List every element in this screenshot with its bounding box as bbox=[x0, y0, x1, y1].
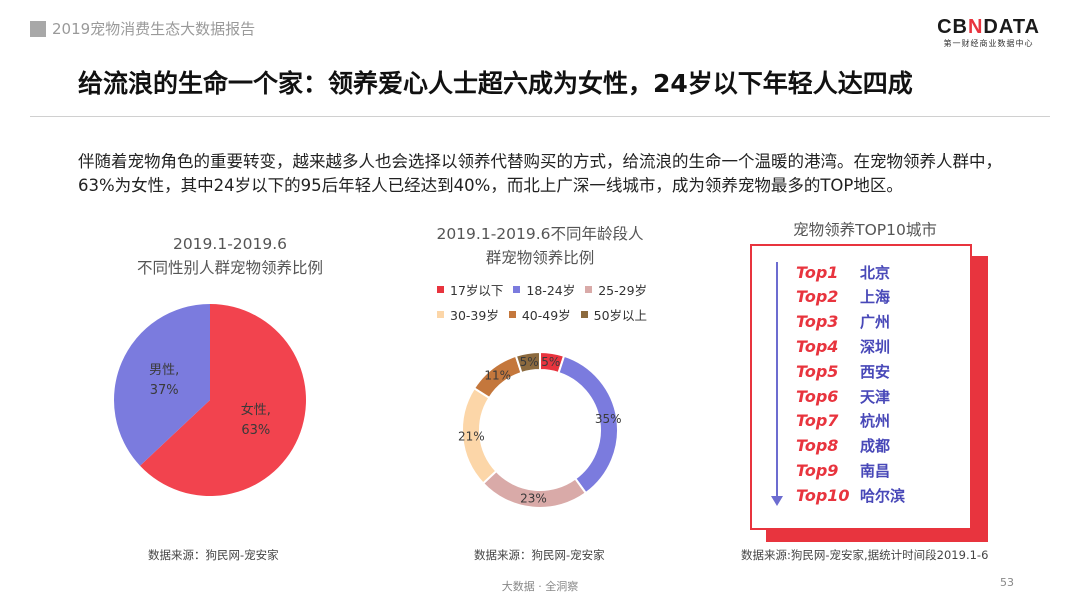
city-rank: Top10 bbox=[796, 485, 850, 505]
legend-label-25-29: 25-29岁 bbox=[598, 283, 648, 298]
donut-slice-over50 bbox=[514, 350, 541, 375]
pie-label-female-value: 63% bbox=[241, 423, 270, 438]
donut-label-30-39: 21% bbox=[458, 429, 485, 443]
city-rank: Top2 bbox=[796, 287, 839, 307]
city-source: 数据来源:狗民网-宠安家,据统计时间段2019.1-6 bbox=[741, 548, 989, 562]
age-source: 数据来源：狗民网-宠安家 bbox=[474, 548, 605, 562]
legend-label-under17: 17岁以下 bbox=[450, 283, 504, 298]
gender-chart-title: 2019.1-2019.6 不同性别人群宠物领养比例 bbox=[100, 232, 360, 280]
cbndata-logo: CBNDATA 第一财经商业数据中心 bbox=[937, 16, 1040, 49]
legend-item-over50: 50岁以上 bbox=[580, 305, 648, 324]
logo-main: CBNDATA bbox=[937, 16, 1040, 38]
gender-pie-chart: 女性, 63% 男性, 37% bbox=[114, 304, 306, 496]
age-title-line1: 2019.1-2019.6不同年龄段人 bbox=[436, 225, 644, 243]
footer-slogan: 大数据 · 全洞察 bbox=[501, 580, 579, 593]
legend-swatch-25-29 bbox=[585, 286, 593, 293]
city-rank: Top1 bbox=[796, 262, 839, 282]
city-row: Top3 广州 bbox=[796, 310, 890, 334]
report-title: 2019宠物消费生态大数据报告 bbox=[52, 20, 256, 38]
legend-label-over50: 50岁以上 bbox=[593, 308, 648, 323]
city-rank: Top7 bbox=[796, 411, 839, 431]
city-rank: Top3 bbox=[796, 312, 839, 332]
age-chart-title: 2019.1-2019.6不同年龄段人 群宠物领养比例 bbox=[400, 222, 680, 270]
city-rank: Top5 bbox=[796, 361, 839, 381]
logo-sub: 第一财经商业数据中心 bbox=[943, 39, 1034, 48]
legend-swatch-18-24 bbox=[513, 286, 521, 293]
city-name: 深圳 bbox=[860, 337, 891, 356]
city-row: Top10 哈尔滨 bbox=[796, 483, 905, 507]
pie-slice-female bbox=[140, 304, 306, 496]
city-rank: Top6 bbox=[796, 386, 839, 406]
intro-paragraph: 伴随着宠物角色的重要转变，越来越多人也会选择以领养代替购买的方式，给流浪的生命一… bbox=[78, 152, 1002, 195]
legend-item-30-39: 30-39岁 bbox=[437, 305, 499, 324]
city-row: Top5 西安 bbox=[796, 359, 890, 383]
city-row: Top1 北京 bbox=[796, 260, 890, 284]
page-number: 53 bbox=[1000, 576, 1014, 589]
arrow-down-icon bbox=[771, 496, 783, 506]
legend-item-18-24: 18-24岁 bbox=[513, 280, 575, 299]
gender-source: 数据来源：狗民网-宠安家 bbox=[148, 548, 279, 562]
donut-label-18-24: 35% bbox=[595, 412, 622, 426]
city-rank: Top9 bbox=[796, 460, 839, 480]
pie-label-male-value: 37% bbox=[150, 383, 179, 398]
legend-swatch-40-49 bbox=[508, 311, 516, 318]
age-legend: 17岁以下 18-24岁 25-29岁 30-39岁 40-49岁 50岁以上 bbox=[437, 280, 687, 330]
city-row: Top8 成都 bbox=[796, 434, 890, 458]
city-name: 哈尔滨 bbox=[860, 486, 906, 505]
city-row: Top6 天津 bbox=[796, 384, 890, 408]
donut-label-40-49: 11% bbox=[484, 368, 511, 382]
donut-label-over50: 5% bbox=[520, 355, 539, 369]
pie-label-male-name: 男性, bbox=[149, 363, 179, 378]
page-title: 给流浪的生命一个家：领养爱心人士超六成为女性，24岁以下年轻人达四成 bbox=[78, 69, 913, 98]
pie-slice-male bbox=[114, 304, 210, 466]
city-row: Top7 杭州 bbox=[796, 409, 890, 433]
legend-swatch-over50 bbox=[580, 311, 588, 318]
city-name: 成都 bbox=[860, 437, 891, 456]
city-name: 广州 bbox=[860, 313, 891, 332]
rank-arrow-line bbox=[776, 262, 778, 500]
legend-swatch-30-39 bbox=[437, 311, 444, 318]
city-name: 北京 bbox=[860, 263, 891, 282]
city-name: 天津 bbox=[860, 387, 891, 406]
donut-label-under17: 5% bbox=[541, 355, 560, 369]
donut-label-25-29: 23% bbox=[520, 492, 547, 506]
city-name: 南昌 bbox=[860, 461, 891, 480]
legend-item-25-29: 25-29岁 bbox=[585, 280, 647, 299]
city-row: Top9 南昌 bbox=[796, 458, 890, 482]
report-tag: 2019宠物消费生态大数据报告 bbox=[30, 18, 255, 39]
title-divider bbox=[30, 116, 1050, 117]
city-row: Top2 上海 bbox=[796, 285, 890, 309]
pie-label-female-name: 女性, bbox=[241, 402, 271, 418]
legend-swatch-under17 bbox=[437, 286, 444, 293]
city-box bbox=[750, 244, 972, 530]
city-chart-title: 宠物领养TOP10城市 bbox=[793, 221, 937, 239]
legend-label-30-39: 30-39岁 bbox=[450, 308, 499, 323]
report-square-icon bbox=[30, 20, 46, 37]
gender-title-line2: 不同性别人群宠物领养比例 bbox=[136, 259, 323, 277]
city-name: 杭州 bbox=[860, 412, 891, 431]
city-rank: Top4 bbox=[796, 336, 839, 356]
legend-item-under17: 17岁以下 bbox=[437, 280, 503, 299]
legend-item-40-49: 40-49岁 bbox=[508, 305, 571, 324]
city-name: 西安 bbox=[860, 362, 891, 381]
age-donut-chart: 5% 35% 23% 21% 11% 5% bbox=[458, 350, 622, 509]
city-name: 上海 bbox=[860, 288, 891, 307]
age-title-line2: 群宠物领养比例 bbox=[485, 249, 595, 267]
legend-label-40-49: 40-49岁 bbox=[521, 308, 571, 323]
city-rank: Top8 bbox=[796, 436, 839, 456]
city-row: Top4 深圳 bbox=[796, 334, 890, 358]
legend-label-18-24: 18-24岁 bbox=[526, 283, 576, 298]
gender-title-line1: 2019.1-2019.6 bbox=[172, 235, 288, 253]
